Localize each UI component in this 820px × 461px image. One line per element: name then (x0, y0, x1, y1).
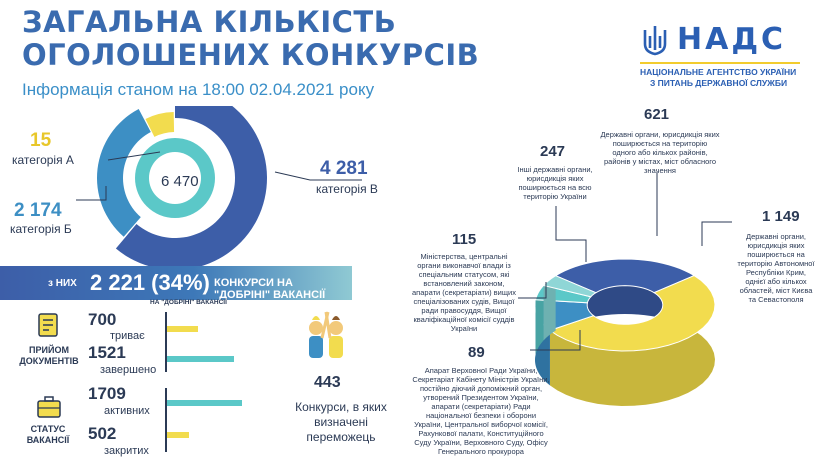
banner-of-them: з НИХ (48, 278, 77, 289)
status-section-label: СТАТУС ВАКАНСІЇ (26, 424, 70, 445)
donut-hole (149, 152, 201, 204)
value-89: 89 (468, 344, 485, 361)
label-621: Державні органи, юрисдикція яких поширює… (600, 130, 720, 175)
cat-v-value: 4 281 (320, 158, 368, 179)
cat-v-label: категорія В (316, 182, 378, 196)
cat-b-label: категорія Б (10, 222, 72, 236)
nads-logo: НАДС НАЦІОНАЛЬНЕ АГЕНТСТВО УКРАЇНИ З ПИТ… (640, 22, 810, 92)
briefcase-icon (37, 396, 61, 418)
docs-section-label: ПРИЙОМ ДОКУМЕНТІВ (19, 345, 79, 366)
ongoing-value: 700 (88, 310, 117, 329)
logo-name: НАДС (677, 22, 787, 57)
value-1149: 1 149 (762, 208, 800, 225)
banner-value: 2 221 (34%) (90, 270, 210, 295)
winners-label: Конкурси, в яких визначені переможець (295, 400, 387, 444)
donut-slice-1 (96, 108, 151, 237)
label-89: Апарат Верховної Ради України, Секретарі… (412, 366, 550, 456)
status-axis (165, 388, 167, 452)
logo-divider (640, 62, 800, 64)
closed-label: закритих (104, 445, 149, 457)
title-line-1: ЗАГАЛЬНА КІЛЬКІСТЬ (22, 5, 397, 39)
label-1149: Державні органи, юрисдикція яких поширює… (737, 232, 815, 304)
logo-subtitle-2: З ПИТАНЬ ДЕРЖАВНОЇ СЛУЖБИ (650, 78, 788, 88)
value-621: 621 (644, 106, 670, 123)
bar-ongoing (167, 326, 198, 332)
trident-icon (643, 26, 667, 56)
page-subtitle: Інформація станом на 18:00 02.04.2021 ро… (22, 80, 375, 99)
ongoing-label: триває (110, 330, 145, 342)
active-label: активних (104, 405, 150, 417)
label-115: Міністерства, центральні органи виконавч… (412, 252, 516, 333)
finished-label: завершено (100, 364, 157, 376)
banner-label: КОНКУРСИ НА "ДОБРІНІ" ВАКАНСІЇ (214, 277, 326, 301)
banner-note: НА "ДОБРІНІ" ВАКАНСІЇ (150, 299, 227, 306)
label-247: Інші державні органи, юрисдикція яких по… (517, 165, 593, 201)
document-icon (38, 313, 58, 337)
cat-a-label: категорія А (12, 153, 74, 167)
donut-total: 6 470 (161, 173, 199, 190)
donut-slice-0 (115, 106, 267, 270)
pie3d-slice-4 (542, 275, 597, 298)
page-title: ЗАГАЛЬНА КІЛЬКІСТЬ ОГОЛОШЕНИХ КОНКУРСІВ (22, 6, 479, 72)
body-type-3d-chart (534, 258, 716, 406)
bar-closed (167, 432, 190, 438)
bar-finished (167, 356, 234, 362)
bar-active (167, 400, 242, 406)
pie3d-side-1 (549, 275, 715, 406)
logo-subtitle-1: НАЦІОНАЛЬНЕ АГЕНТСТВО УКРАЇНИ (640, 67, 797, 77)
cat-a-value: 15 (30, 130, 52, 151)
docs-axis (165, 312, 167, 372)
active-value: 1709 (88, 384, 126, 403)
value-115: 115 (452, 231, 477, 248)
closed-value: 502 (88, 424, 117, 443)
donut-slice-2 (145, 112, 175, 137)
winners-value: 443 (314, 374, 341, 391)
title-line-2: ОГОЛОШЕНИХ КОНКУРСІВ (22, 38, 480, 72)
cat-b-value: 2 174 (14, 200, 62, 221)
finished-value: 1521 (88, 343, 126, 362)
value-247: 247 (540, 143, 566, 160)
winners-icon (309, 311, 343, 358)
dobrini-banner: з НИХ 2 221 (34%) КОНКУРСИ НА "ДОБРІНІ" … (0, 266, 352, 301)
pie3d-side-4 (543, 275, 556, 341)
